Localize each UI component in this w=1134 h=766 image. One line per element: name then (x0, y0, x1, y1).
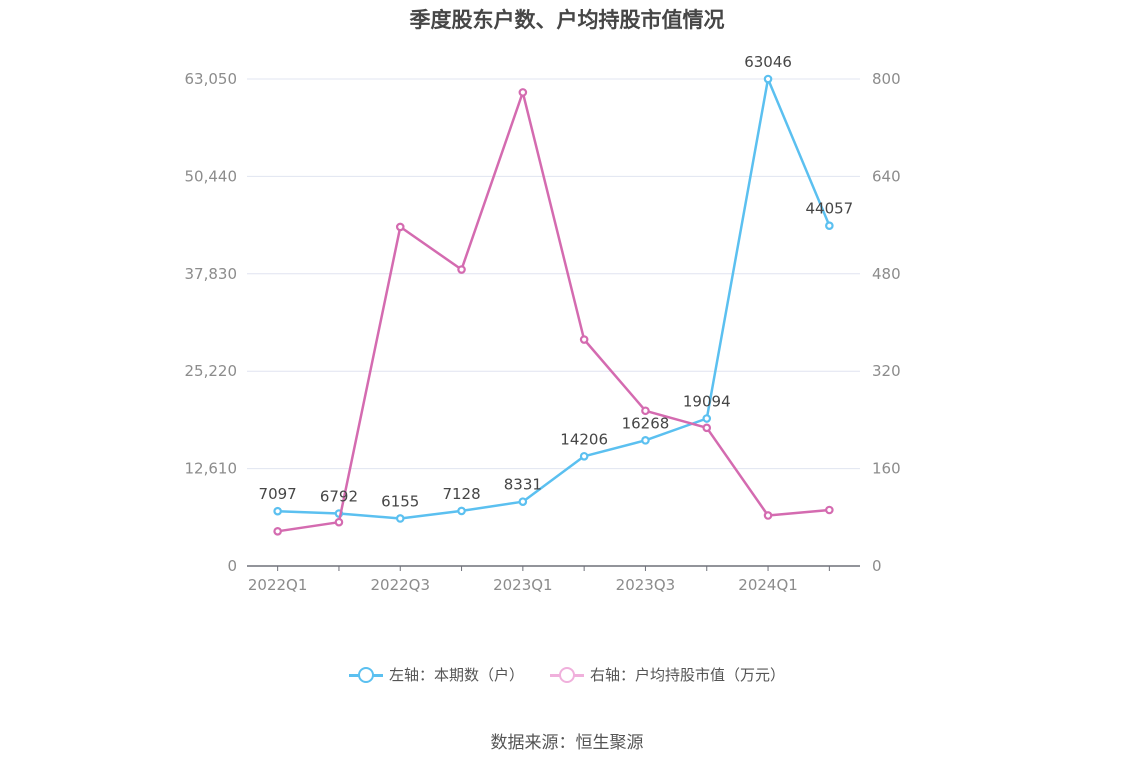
legend-item-left-axis[interactable]: 左轴：本期数（户） (348, 664, 524, 685)
legend: 左轴：本期数（户） 右轴：户均持股市值（万元） (0, 664, 1134, 685)
data-label: 6792 (320, 488, 358, 506)
x-tick-label: 2023Q3 (616, 576, 676, 594)
data-label: 7128 (442, 485, 480, 503)
data-label: 44057 (805, 200, 853, 218)
data-point (273, 527, 282, 536)
data-point (702, 423, 712, 433)
legend-item-right-axis[interactable]: 右轴：户均持股市值（万元） (550, 664, 785, 685)
y-left-tick-label: 63,050 (185, 70, 238, 88)
x-tick-label: 2022Q3 (370, 576, 430, 594)
data-point (641, 436, 650, 445)
y-left-tick-label: 50,440 (185, 167, 238, 185)
y-right-tick-label: 640 (872, 167, 901, 185)
data-label: 19094 (683, 393, 731, 411)
legend-swatch-right (550, 666, 584, 683)
data-label: 6155 (381, 492, 419, 510)
data-point (579, 335, 589, 344)
data-point (641, 406, 650, 416)
data-label: 63046 (744, 53, 792, 71)
data-point (395, 222, 405, 232)
legend-label-left: 左轴：本期数（户） (388, 666, 524, 684)
data-point (334, 517, 344, 527)
x-tick-label: 2023Q1 (493, 576, 553, 594)
series-line-left (277, 77, 831, 520)
data-point (702, 414, 712, 423)
y-right-tick-label: 0 (872, 557, 882, 575)
x-tick-label: 2022Q1 (248, 576, 308, 594)
y-right-tick-label: 320 (872, 362, 901, 380)
data-label: 16268 (622, 414, 670, 432)
data-point (457, 265, 466, 274)
data-point (518, 88, 528, 97)
data-point (825, 221, 834, 231)
y-left-tick-label: 0 (227, 557, 237, 575)
legend-swatch-left (348, 666, 383, 683)
y-left-tick-label: 37,830 (185, 265, 238, 283)
y-right-tick-label: 800 (872, 70, 901, 88)
y-left-tick-label: 25,220 (185, 362, 238, 380)
data-point (763, 511, 773, 520)
data-point (457, 506, 466, 516)
data-point (395, 514, 405, 523)
y-right-tick-label: 480 (872, 265, 901, 283)
data-point (763, 74, 773, 84)
data-source-note: 数据来源：恒生聚源 (490, 733, 644, 753)
x-tick-label: 2024Q1 (738, 576, 798, 594)
chart-title: 季度股东户数、户均持股市值情况 (409, 8, 725, 32)
y-left-tick-label: 12,610 (185, 460, 238, 478)
data-point (825, 505, 834, 515)
data-label: 8331 (504, 476, 542, 494)
data-label: 14206 (560, 430, 608, 448)
data-point (518, 497, 528, 506)
series-line-right (277, 91, 830, 533)
data-label: 7097 (259, 485, 297, 503)
legend-label-right: 右轴：户均持股市值（万元） (590, 666, 786, 684)
y-right-tick-label: 160 (872, 460, 901, 478)
data-point (579, 451, 589, 461)
data-point (273, 506, 282, 516)
